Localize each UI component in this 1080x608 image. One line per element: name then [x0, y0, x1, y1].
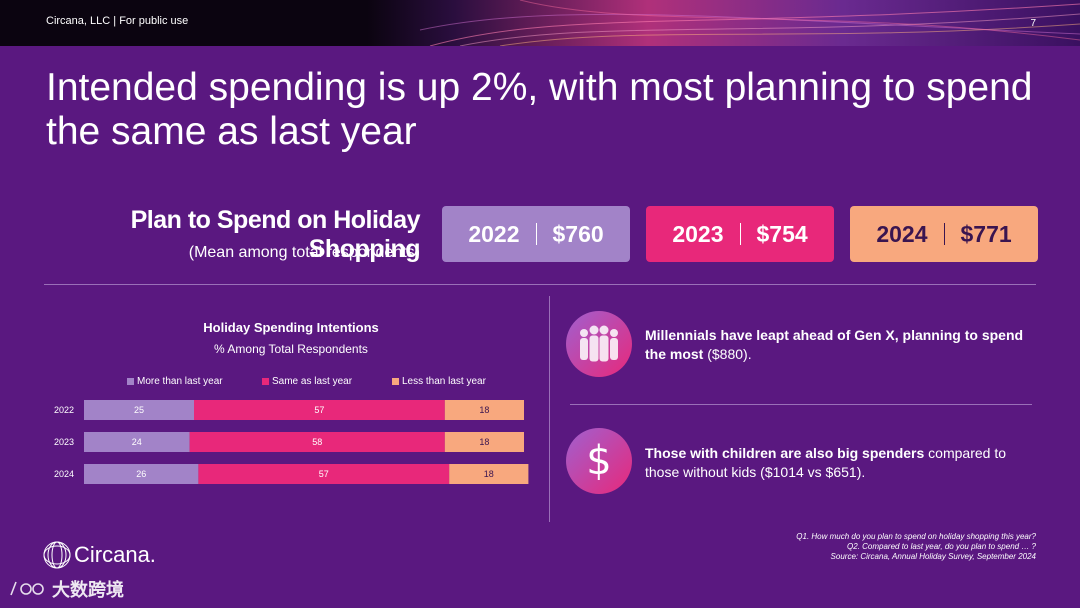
spend-box-year: 2023	[672, 220, 724, 247]
circana-logo: Circana.	[42, 540, 156, 570]
legend-item-less: Less than last year	[392, 376, 486, 387]
legend-label: Less than last year	[402, 376, 486, 387]
header-company-line: Circana, LLC | For public use	[46, 15, 188, 27]
insight-rest: compared to those without kids ($1014 vs…	[645, 445, 1007, 480]
insight-millennials: Millennials have leapt ahead of Gen X, p…	[645, 326, 1035, 364]
data-label-2024-1: 57	[319, 469, 329, 479]
data-label-2024-0: 26	[136, 469, 146, 479]
top-banner	[0, 0, 1080, 46]
spend-box-separator	[943, 223, 945, 245]
chart-subtitle: % Among Total Respondents	[214, 342, 368, 356]
data-label-2022-2: 18	[479, 405, 489, 415]
spend-box-amount: $754	[756, 220, 808, 247]
section-divider	[44, 284, 1036, 285]
legend-label: Same as last year	[272, 376, 353, 387]
decorative-lines	[419, 0, 1080, 46]
legend-swatch	[392, 378, 399, 385]
insight-bold: Millennials have leapt ahead of Gen X, p…	[645, 327, 1024, 362]
bar-segment-2024-2	[449, 464, 529, 484]
data-label-2022-1: 57	[314, 405, 324, 415]
bar-segment-2022-1	[194, 400, 445, 420]
bar-segment-2022-0	[84, 400, 194, 420]
legend-swatch	[262, 378, 269, 385]
footnote-q1: Q1. How much do you plan to spend on hol…	[796, 532, 1036, 541]
legend-item-same: Same as last year	[262, 376, 352, 387]
page-number: 7	[1030, 18, 1036, 29]
bar-segment-2023-0	[84, 432, 190, 452]
y-tick-label-2024: 2024	[54, 469, 74, 479]
bar-segment-2023-2	[444, 432, 524, 452]
footnotes: Q1. How much do you plan to spend on hol…	[616, 532, 1036, 562]
people-silhouettes-icon	[566, 311, 632, 377]
data-label-2023-1: 58	[312, 437, 322, 447]
spend-panel-subtitle: (Mean among total respondents)	[188, 244, 420, 261]
insight-bold: Those with children are also big spender…	[645, 445, 925, 461]
spend-box-year: 2022	[468, 220, 520, 247]
insight-children: Those with children are also big spender…	[645, 444, 1035, 482]
spend-box-separator	[535, 223, 537, 245]
spend-box-separator	[739, 223, 741, 245]
svg-text:$: $	[586, 438, 611, 484]
spend-box-amount: $760	[552, 220, 604, 247]
dollar-sign-icon: $	[566, 428, 632, 494]
bar-segment-2024-0	[84, 464, 199, 484]
spend-box-amount: $771	[960, 220, 1012, 247]
data-label-2024-2: 18	[484, 469, 494, 479]
bar-segment-2024-1	[198, 464, 450, 484]
watermark-logo-icon	[10, 581, 44, 596]
insight-divider	[570, 404, 1032, 405]
watermark-text: 大数跨境	[52, 580, 124, 600]
circana-logo-icon	[43, 541, 71, 569]
spend-box-year: 2024	[876, 220, 928, 247]
legend-label: More than last year	[137, 376, 223, 387]
spend-box-2024: 2024 $771	[850, 206, 1038, 262]
y-tick-label-2022: 2022	[54, 405, 74, 415]
company-name: Circana, LLC	[46, 15, 111, 27]
bar-segment-2023-1	[189, 432, 445, 452]
chart-legend: More than last year Same as last year Le…	[127, 376, 547, 390]
spend-box-2023: 2023 $754	[646, 206, 834, 262]
insight-rest: ($880).	[703, 346, 752, 362]
data-label-2023-2: 18	[479, 437, 489, 447]
footnote-source: Source: Circana, Annual Holiday Survey, …	[830, 552, 1036, 561]
data-label-2023-0: 24	[132, 437, 142, 447]
page-title: Intended spending is up 2%, with most pl…	[46, 66, 1033, 153]
logo-text: Circana.	[74, 542, 156, 567]
watermark: 大数跨境	[8, 576, 124, 602]
data-label-2022-0: 25	[134, 405, 144, 415]
header-divider: |	[113, 15, 117, 27]
footnote-q2: Q2. Compared to last year, do you plan t…	[847, 542, 1036, 551]
chart-title: Holiday Spending Intentions	[203, 320, 379, 335]
spend-box-2022: 2022 $760	[442, 206, 630, 262]
y-tick-label-2023: 2023	[54, 437, 74, 447]
legend-item-more: More than last year	[127, 376, 223, 387]
bar-segment-2022-2	[444, 400, 524, 420]
column-divider	[549, 296, 550, 522]
legend-swatch	[127, 378, 134, 385]
stacked-bar-chart: 2022 25 57 18 2023 24 58 18 2024 26 57 18	[54, 400, 529, 484]
spend-panel-title: Plan to Spend on Holiday Shopping	[130, 206, 421, 263]
visibility-label: For public use	[119, 15, 189, 27]
